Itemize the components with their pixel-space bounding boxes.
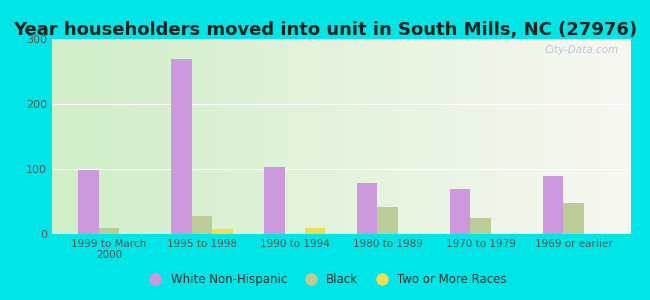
Legend: White Non-Hispanic, Black, Two or More Races: White Non-Hispanic, Black, Two or More R…: [139, 269, 511, 291]
Bar: [357, 183, 378, 234]
Bar: [471, 218, 491, 234]
Bar: [543, 176, 564, 234]
Bar: [264, 167, 285, 234]
Bar: [99, 227, 119, 234]
Bar: [212, 230, 233, 234]
Bar: [305, 228, 326, 234]
Bar: [450, 188, 471, 234]
Bar: [192, 217, 212, 234]
Text: City-Data.com: City-Data.com: [545, 45, 619, 55]
Bar: [78, 170, 99, 234]
Bar: [564, 203, 584, 234]
Text: Year householders moved into unit in South Mills, NC (27976): Year householders moved into unit in Sou…: [13, 21, 637, 39]
Bar: [378, 207, 398, 234]
Bar: [171, 58, 192, 234]
